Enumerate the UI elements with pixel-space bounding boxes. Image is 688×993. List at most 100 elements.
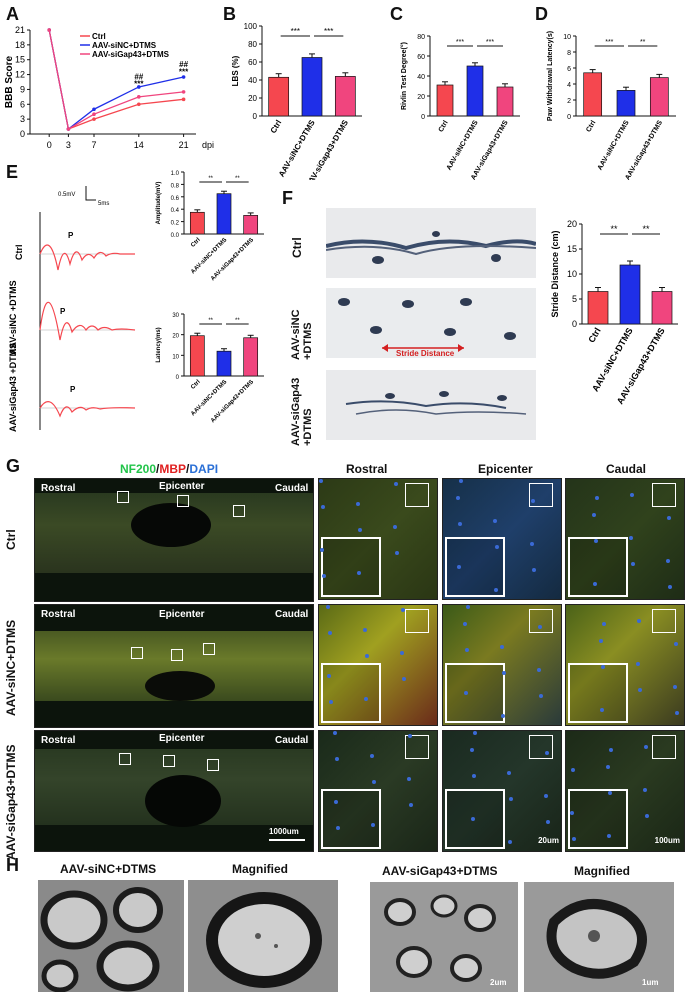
bar-y-tick-label: 2 xyxy=(567,98,571,105)
panel-label-a: A xyxy=(6,4,19,24)
bar xyxy=(301,57,323,117)
scale-ms-label: 5ms xyxy=(98,201,109,207)
bar-y-label: Amplitude(mV) xyxy=(156,182,162,225)
a-annotation: *** xyxy=(179,68,189,77)
scale-mv-label: 0.5mV xyxy=(58,192,75,198)
bar-y-tick-label: 10 xyxy=(563,34,571,41)
a-legend-label: AAV-siNC+DTMS xyxy=(92,41,157,50)
bar-y-tick-label: 0.8 xyxy=(171,183,180,189)
bar-sig-label: ** xyxy=(642,224,650,234)
h-scale-1: 1um xyxy=(642,978,659,987)
trace-group-ctrl: Ctrl xyxy=(14,245,24,261)
bar-category-label: Ctrl xyxy=(190,237,202,249)
bar-y-tick-label: 20 xyxy=(567,219,577,229)
bar xyxy=(466,65,484,117)
a-y-tick-label: 6 xyxy=(20,99,25,109)
h-title-sigap-magnified: Magnified xyxy=(574,864,630,878)
bar-y-tick-label: 60 xyxy=(417,54,425,61)
a-data-point xyxy=(92,107,96,112)
bar xyxy=(243,215,259,235)
a-y-tick-label: 18 xyxy=(15,40,25,50)
bar-y-tick-label: 0.2 xyxy=(171,221,180,227)
a-data-point xyxy=(137,102,141,107)
g-overview-epicenter-ctrl: Epicenter xyxy=(159,481,205,492)
a-data-point xyxy=(137,95,141,99)
panel-e-traces: 0.5mV 5ms P P P Ctrl AAV-siNC +DTMS AAV-… xyxy=(8,186,136,432)
panel-f-footprints: Stride Distance Ctrl AAV-siNC +DTMS AAV-… xyxy=(290,198,552,448)
g-col-rostral: Rostral xyxy=(346,462,388,476)
stride-distance-label: Stride Distance xyxy=(396,349,455,358)
trace-group-sinc: AAV-siNC +DTMS xyxy=(8,280,18,355)
a-y-tick-label: 9 xyxy=(20,84,25,94)
g-overview-caudal-ctrl: Caudal xyxy=(275,483,309,494)
bar-y-tick-label: 0.0 xyxy=(171,233,180,239)
bar xyxy=(616,90,636,117)
bar-y-tick-label: 0 xyxy=(567,114,571,121)
footprint-strip-ctrl xyxy=(326,208,536,278)
g-tile-r2-c0 xyxy=(318,730,438,852)
bar xyxy=(436,84,454,117)
a-annotation: *** xyxy=(134,79,144,88)
bar-y-label: Paw Withdrawal Latency(s) xyxy=(547,31,554,121)
bar-y-tick-label: 0 xyxy=(176,375,180,381)
panel-label-g: G xyxy=(6,456,21,476)
peak-label-sigap: P xyxy=(70,385,76,394)
bar xyxy=(216,350,232,377)
footprint-strip-sinc: Stride Distance xyxy=(326,288,536,358)
bar-y-tick-label: 40 xyxy=(417,74,425,81)
bar-y-tick-label: 0.6 xyxy=(171,196,180,202)
bar-y-tick-label: 5 xyxy=(572,294,577,304)
bar xyxy=(216,193,232,235)
bar-y-tick-label: 20 xyxy=(172,334,179,340)
a-data-point xyxy=(181,75,186,79)
g-tile-r1-c0 xyxy=(318,604,438,726)
chart-c-rivlin: 0 20 40 60 80 Rivlin Test Degree(°) CtrlAAV-si… xyxy=(400,34,520,180)
g-tile-r1-c1 xyxy=(442,604,562,726)
g-col-epicenter: Epicenter xyxy=(478,462,533,476)
g-tile-r1-c2 xyxy=(565,604,685,726)
g-tile-r0-c2 xyxy=(565,478,685,600)
footprint-row-sinc: AAV-siNC +DTMS xyxy=(290,309,314,360)
bar xyxy=(243,337,259,377)
bar-y-tick-label: 15 xyxy=(567,244,577,254)
bar-y-tick-label: 0.4 xyxy=(171,208,180,214)
g-tile-r0-c1 xyxy=(442,478,562,600)
em-image-sinc-magnified xyxy=(188,880,338,992)
chart-e-amplitude: 0.00.20.40.60.81.0Amplitude(mV)CtrlAAV-s… xyxy=(156,171,264,282)
a-data-point xyxy=(92,112,96,116)
panel-label-c: C xyxy=(390,4,403,24)
bar xyxy=(619,264,641,325)
bar-category-label: AAV-siNC+DTMS xyxy=(597,119,631,171)
g-overview-rostral-ctrl: Rostral xyxy=(41,483,76,494)
em-image-sinc xyxy=(38,880,184,992)
bar-y-tick-label: 20 xyxy=(417,94,425,101)
trace-ctrl xyxy=(39,244,135,271)
bar-sig-label: *** xyxy=(486,39,494,46)
bar xyxy=(189,211,205,235)
bar-sig-label: *** xyxy=(456,39,464,46)
bar-y-label: LBS (%) xyxy=(231,55,240,86)
bar-y-tick-label: 100 xyxy=(244,22,258,31)
footprint-strip-sigap xyxy=(326,370,536,440)
a-x-tick-label: 14 xyxy=(134,140,144,150)
panel-g-channel-title: NF200/MBP/DAPI xyxy=(120,462,219,476)
a-x-label: dpi xyxy=(202,140,214,150)
a-data-point xyxy=(137,85,141,89)
a-y-label: BBB Score xyxy=(4,55,15,108)
bar-y-tick-label: 10 xyxy=(172,354,179,360)
bar-y-label: Latency(ms) xyxy=(156,327,162,362)
em-image-sigap-magnified: 1um xyxy=(524,882,674,992)
bar-category-label: Ctrl xyxy=(190,379,202,391)
panel-label-f: F xyxy=(282,188,293,208)
bar-sig-label: *** xyxy=(605,39,613,46)
g-tile-r2-c2: 100um xyxy=(565,730,685,852)
bar-y-tick-label: 40 xyxy=(248,76,257,85)
a-x-tick-label: 3 xyxy=(66,140,71,150)
g-overview-sigap: Rostral Epicenter Caudal 1000um xyxy=(34,730,314,852)
bar-sig-label: *** xyxy=(291,27,300,36)
g-overview-caudal-sigap: Caudal xyxy=(275,735,309,746)
a-data-point xyxy=(181,90,186,94)
bar xyxy=(334,76,356,117)
